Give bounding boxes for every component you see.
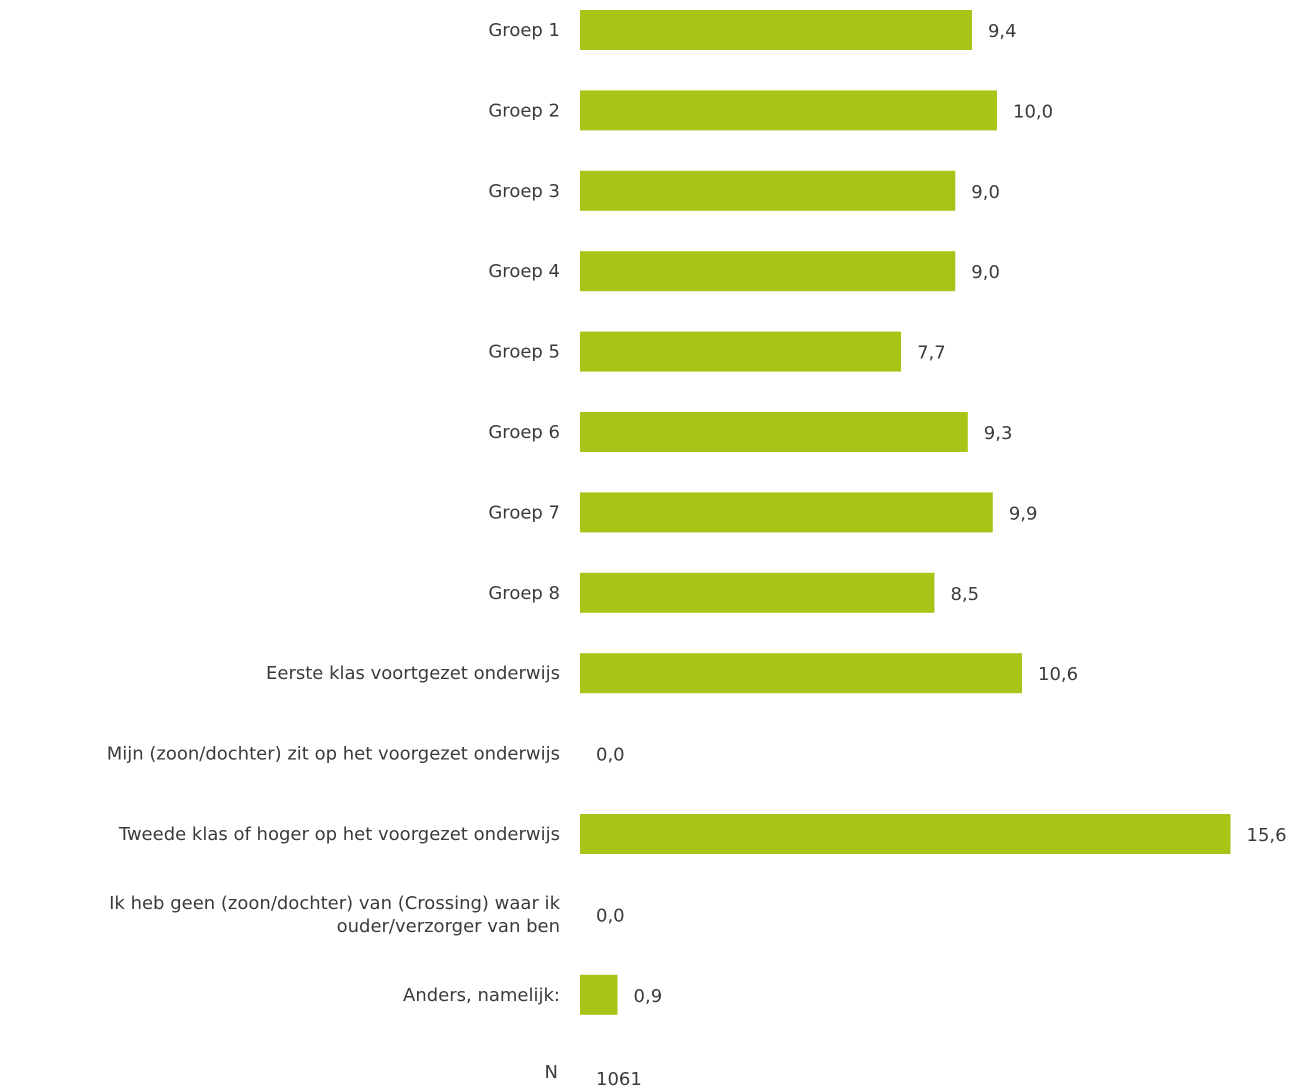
bar	[580, 251, 956, 292]
category-label-line: Groep 6	[488, 422, 560, 443]
category-label: Groep 1	[488, 20, 560, 41]
bar	[580, 331, 902, 372]
category-label: Groep 7	[488, 502, 560, 523]
n-value: 1061	[596, 1069, 642, 1086]
bar	[580, 814, 1231, 854]
category-label: Eerste klas voortgezet onderwijs	[266, 663, 560, 684]
category-labels-group: Groep 1 Groep 2 Groep 3 Groep 4 Groep 5 Groep…	[107, 20, 561, 1006]
category-label-line: Mijn (zoon/dochter) zit op het voorgezet…	[107, 744, 560, 765]
n-label: N	[545, 1062, 558, 1083]
value-label: 9,0	[971, 182, 1000, 203]
value-label: 15,6	[1247, 825, 1287, 846]
category-label-line: Groep 5	[488, 342, 560, 363]
bar	[580, 10, 972, 50]
category-label-line: ouder/verzorger van ben	[337, 916, 560, 937]
category-label: Groep 6	[488, 422, 560, 443]
bars-group	[580, 10, 1231, 1015]
value-label: 8,5	[950, 584, 979, 605]
category-label-line: Tweede klas of hoger op het voorgezet on…	[118, 824, 560, 845]
category-label: Groep 5	[488, 342, 560, 363]
bar	[580, 90, 997, 131]
value-label: 10,6	[1038, 664, 1078, 685]
category-label-line: Groep 2	[488, 100, 560, 121]
category-label-line: Groep 1	[488, 20, 560, 41]
category-label-line: Groep 8	[488, 583, 560, 604]
bar	[580, 412, 968, 452]
category-label: Tweede klas of hoger op het voorgezet on…	[118, 824, 560, 845]
category-label-line: Eerste klas voortgezet onderwijs	[266, 663, 560, 684]
bar	[580, 653, 1023, 694]
value-label: 0,0	[596, 745, 625, 766]
value-label: 0,9	[634, 986, 663, 1007]
bar	[580, 492, 993, 533]
value-label: 7,7	[917, 343, 946, 364]
bar	[580, 974, 618, 1015]
category-label: Anders, namelijk:	[403, 985, 560, 1006]
bar	[580, 572, 935, 613]
value-labels-group: 9,4 10,0 9,0 9,0 7,7 9,3 9,9 8,5 10,6 0,0 15,6 0,0 0…	[596, 21, 1287, 1007]
category-label: Mijn (zoon/dochter) zit op het voorgezet…	[107, 744, 560, 765]
category-label: Groep 8	[488, 583, 560, 604]
category-label-line: Anders, namelijk:	[403, 985, 560, 1006]
value-label: 9,0	[971, 262, 1000, 283]
value-label: 9,9	[1009, 503, 1038, 524]
category-label-line: Groep 3	[488, 181, 560, 202]
value-label: 9,3	[984, 423, 1013, 444]
bar	[580, 170, 956, 211]
value-label: 9,4	[988, 21, 1017, 42]
category-label: Ik heb geen (zoon/dochter) van (Crossing…	[109, 893, 560, 937]
category-label: Groep 2	[488, 100, 560, 121]
category-label: Groep 3	[488, 181, 560, 202]
category-label: Groep 4	[488, 261, 560, 282]
value-label: 10,0	[1013, 101, 1053, 122]
category-label-line: Ik heb geen (zoon/dochter) van (Crossing…	[109, 893, 560, 914]
category-label-line: Groep 4	[488, 261, 560, 282]
category-label-line: Groep 7	[488, 502, 560, 523]
value-label: 0,0	[596, 905, 625, 926]
